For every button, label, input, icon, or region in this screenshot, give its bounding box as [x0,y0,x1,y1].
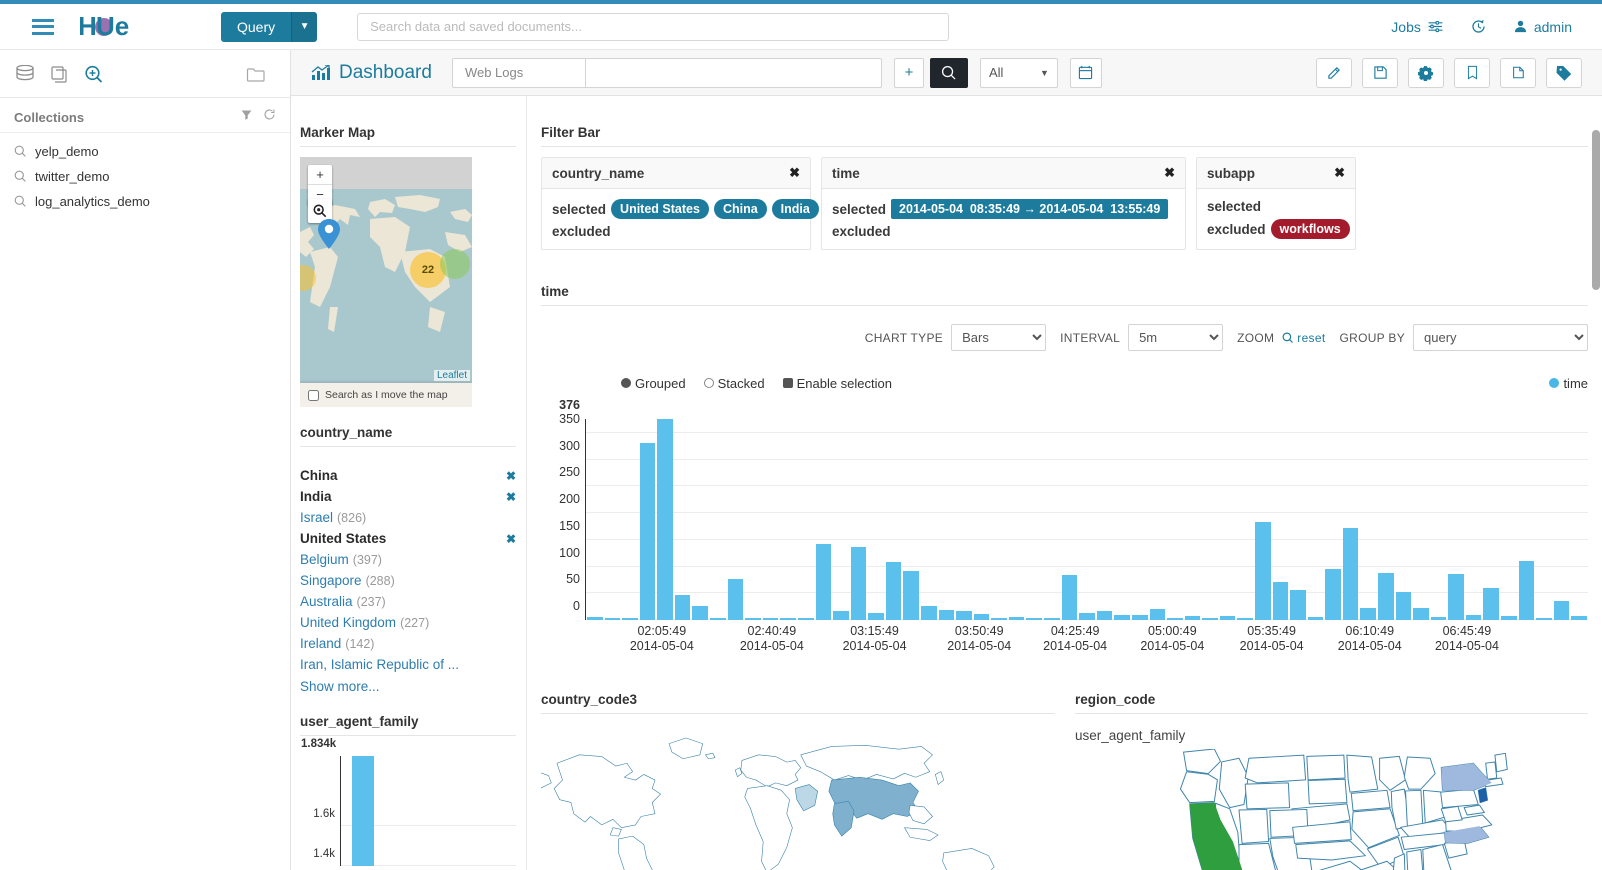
svg-text:Ue: Ue [96,12,129,41]
svg-text:H: H [80,12,97,41]
